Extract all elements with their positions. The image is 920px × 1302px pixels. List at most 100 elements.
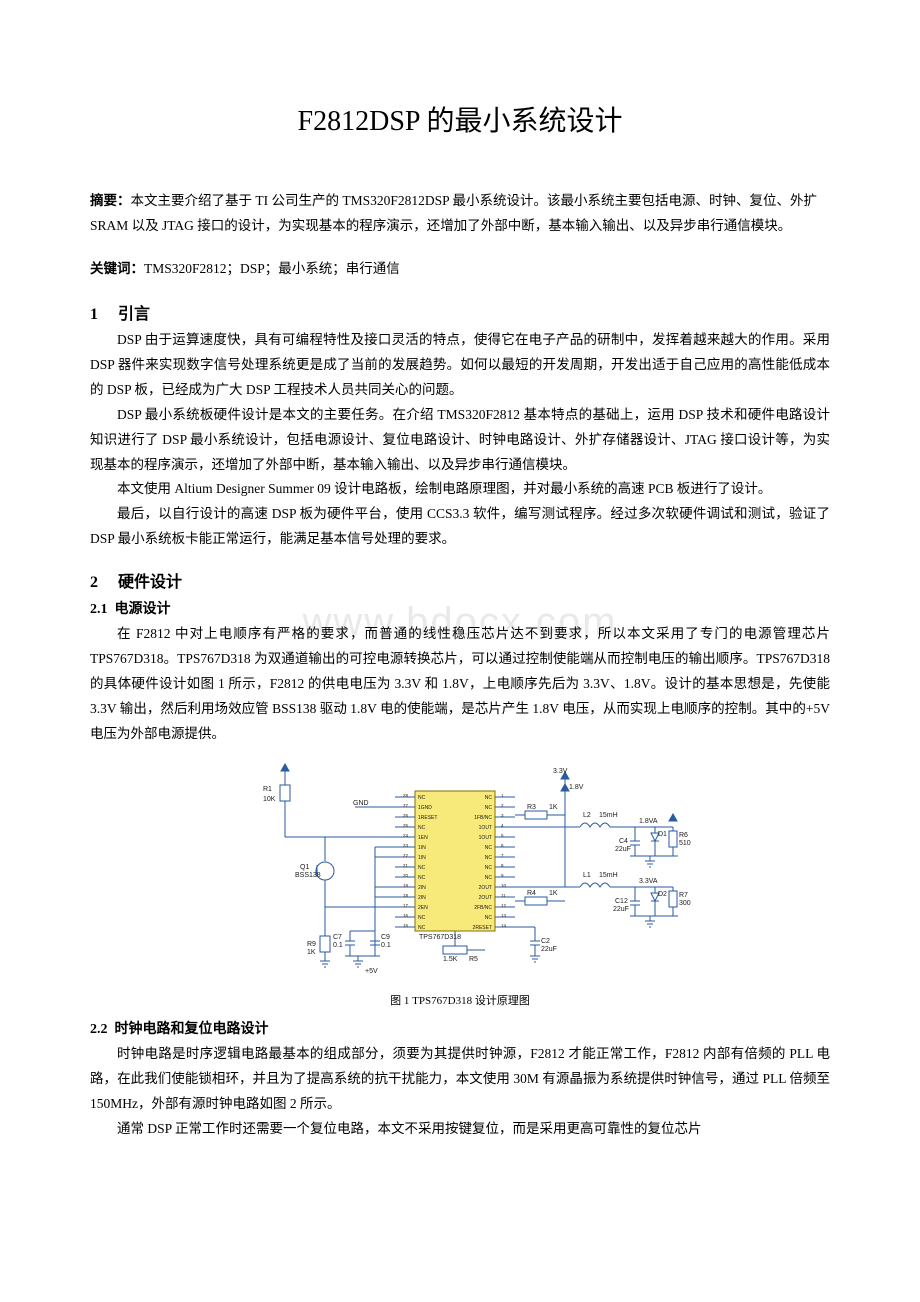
label-c12: C12 xyxy=(615,898,628,905)
svg-text:NC: NC xyxy=(485,865,493,871)
label-l1v: 15mH xyxy=(599,872,618,879)
svg-text:NC: NC xyxy=(418,925,426,931)
svg-text:NC: NC xyxy=(485,915,493,921)
section-2-2-title: 时钟电路和复位电路设计 xyxy=(115,1022,269,1037)
label-l2v: 15mH xyxy=(599,812,618,819)
section-2-2-heading: 2.2 时钟电路和复位电路设计 xyxy=(90,1018,830,1038)
svg-text:NC: NC xyxy=(418,825,426,831)
left-nets xyxy=(280,771,395,961)
keywords-text: TMS320F2812；DSP；最小系统；串行通信 xyxy=(144,261,400,276)
svg-text:NC: NC xyxy=(418,865,426,871)
label-r3: R3 xyxy=(527,804,536,811)
svg-text:27: 27 xyxy=(403,803,409,808)
chip-label: TPS767D318 xyxy=(419,934,461,941)
svg-text:13: 13 xyxy=(501,913,507,918)
label-r6v: 510 xyxy=(679,840,691,847)
svg-text:NC: NC xyxy=(418,795,426,801)
label-r5: R5 xyxy=(469,956,478,963)
label-c9v: 0.1 xyxy=(381,942,391,949)
label-c7: C7 xyxy=(333,934,342,941)
svg-text:1IN: 1IN xyxy=(418,845,426,851)
figure-1-caption: 图 1 TPS767D318 设计原理图 xyxy=(90,992,830,1008)
label-1v8: 1.8V xyxy=(569,784,584,791)
label-r9v: 1K xyxy=(307,949,316,956)
label-3v3a: 3.3VA xyxy=(639,878,658,885)
label-gnd-top: GND xyxy=(353,800,369,807)
section-2-2-para-2: 通常 DSP 正常工作时还需要一个复位电路，本文不采用按键复位，而是采用更高可靠… xyxy=(90,1117,830,1142)
svg-text:16: 16 xyxy=(403,913,409,918)
label-d2: D2 xyxy=(658,891,667,898)
label-r1: R1 xyxy=(263,786,272,793)
label-q1: Q1 xyxy=(300,864,309,871)
svg-text:NC: NC xyxy=(418,915,426,921)
svg-text:10: 10 xyxy=(501,883,507,888)
svg-text:19: 19 xyxy=(403,883,409,888)
label-r7: R7 xyxy=(679,892,688,899)
label-c4: C4 xyxy=(619,838,628,845)
svg-text:11: 11 xyxy=(501,893,506,898)
label-d1: D1 xyxy=(658,831,667,838)
svg-text:28: 28 xyxy=(403,793,409,798)
svg-text:20: 20 xyxy=(403,873,409,878)
label-c2: C2 xyxy=(541,938,550,945)
section-2-1-heading: 2.1 电源设计 xyxy=(90,598,830,618)
section-2-2-para-1: 时钟电路是时序逻辑电路最基本的组成部分，须要为其提供时钟源，F2812 才能正常… xyxy=(90,1042,830,1117)
svg-text:1GND: 1GND xyxy=(418,805,432,811)
section-1-para-1: DSP 由于运算速度快，具有可编程特性及接口灵活的特点，使得它在电子产品的研制中… xyxy=(90,328,830,403)
document-title: F2812DSP 的最小系统设计 xyxy=(90,99,830,139)
label-r1v: 10K xyxy=(263,796,276,803)
svg-text:2OUT: 2OUT xyxy=(479,885,492,891)
label-q1p: BSS138 xyxy=(295,872,321,879)
svg-text:2EN: 2EN xyxy=(418,905,428,911)
svg-text:26: 26 xyxy=(403,813,409,818)
label-r4v: 1K xyxy=(549,890,558,897)
label-r6: R6 xyxy=(679,832,688,839)
label-5v: +5V xyxy=(365,968,378,975)
label-r3v: 1K xyxy=(549,804,558,811)
svg-text:2IN: 2IN xyxy=(418,895,426,901)
figure-1-schematic: NC28NC11GND27NC21RESET261FB/NC3NC251OUT4… xyxy=(225,761,695,981)
label-l2: L2 xyxy=(583,812,591,819)
section-1-title: 引言 xyxy=(118,306,150,323)
figure-1: NC28NC11GND27NC21RESET261FB/NC3NC251OUT4… xyxy=(90,761,830,986)
label-c7v: 0.1 xyxy=(333,942,343,949)
label-r9: R9 xyxy=(307,941,316,948)
label-r4: R4 xyxy=(527,890,536,897)
svg-text:2FB/NC: 2FB/NC xyxy=(474,905,492,911)
svg-text:NC: NC xyxy=(485,855,493,861)
svg-text:24: 24 xyxy=(403,833,409,838)
svg-text:2OUT: 2OUT xyxy=(479,895,492,901)
keywords-label: 关键词： xyxy=(90,261,144,276)
svg-text:NC: NC xyxy=(485,795,493,801)
svg-text:1RESET: 1RESET xyxy=(418,815,437,821)
svg-text:1OUT: 1OUT xyxy=(479,825,492,831)
label-3v3: 3.3V xyxy=(553,768,568,775)
svg-text:17: 17 xyxy=(403,903,409,908)
svg-text:18: 18 xyxy=(403,893,409,898)
svg-text:15: 15 xyxy=(403,923,409,928)
abstract-label: 摘要： xyxy=(90,193,131,208)
label-r7v: 300 xyxy=(679,900,691,907)
label-c9: C9 xyxy=(381,934,390,941)
svg-text:14: 14 xyxy=(501,923,507,928)
section-1-para-3: 本文使用 Altium Designer Summer 09 设计电路板，绘制电… xyxy=(90,477,830,502)
svg-text:2IN: 2IN xyxy=(418,885,426,891)
svg-text:NC: NC xyxy=(485,805,493,811)
section-2-num: 2 xyxy=(90,574,118,592)
svg-text:NC: NC xyxy=(485,845,493,851)
svg-text:12: 12 xyxy=(501,903,507,908)
label-1v8a: 1.8VA xyxy=(639,818,658,825)
svg-text:1OUT: 1OUT xyxy=(479,835,492,841)
abstract-block: 摘要：本文主要介绍了基于 TI 公司生产的 TMS320F2812DSP 最小系… xyxy=(90,189,830,239)
section-2-heading: 2硬件设计 xyxy=(90,568,830,592)
svg-text:2RESET: 2RESET xyxy=(473,925,492,931)
label-c12v: 22uF xyxy=(613,906,629,913)
label-r5v: 1.5K xyxy=(443,956,458,963)
section-1-para-2: DSP 最小系统板硬件设计是本文的主要任务。在介绍 TMS320F2812 基本… xyxy=(90,403,830,478)
svg-text:NC: NC xyxy=(418,875,426,881)
keywords-block: 关键词：TMS320F2812；DSP；最小系统；串行通信 xyxy=(90,257,830,282)
svg-text:22: 22 xyxy=(403,853,409,858)
label-c2v: 22uF xyxy=(541,946,557,953)
section-2-title: 硬件设计 xyxy=(118,574,182,591)
section-2-2-num: 2.2 xyxy=(90,1022,108,1037)
